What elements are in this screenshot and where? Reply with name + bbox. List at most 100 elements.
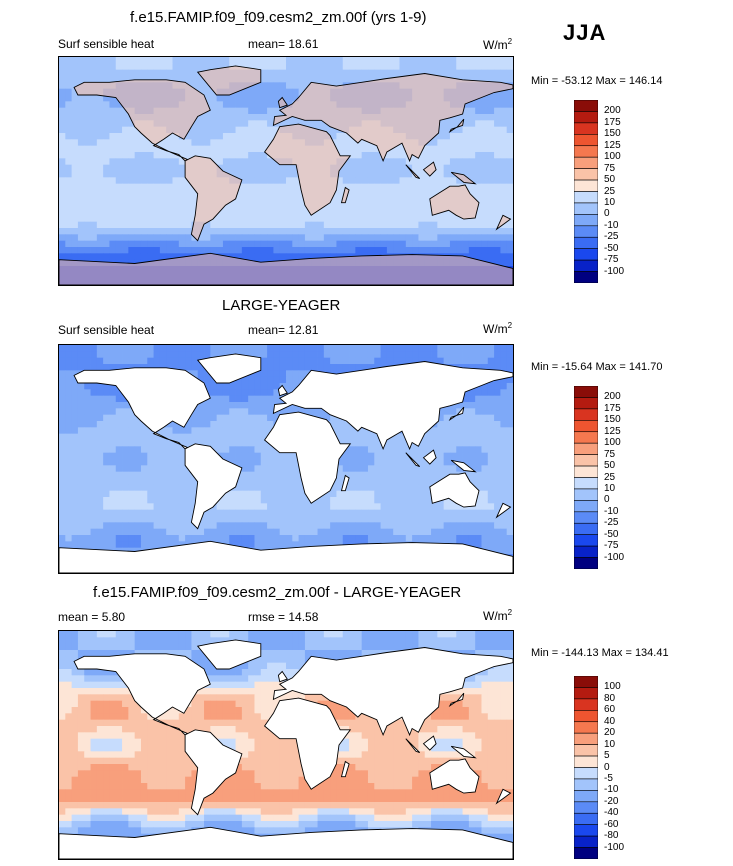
field-cell — [462, 57, 470, 64]
field-cell — [90, 57, 98, 64]
field-cell — [273, 76, 281, 83]
field-cell — [292, 63, 300, 71]
field-cell — [462, 421, 470, 428]
field-cell — [349, 364, 356, 371]
field-cell — [140, 240, 148, 248]
field-cell — [222, 133, 230, 140]
field-cell — [286, 376, 293, 384]
field-cell — [500, 364, 508, 371]
field-cell — [71, 509, 79, 517]
field-cell — [159, 452, 167, 460]
field-cell — [210, 152, 218, 159]
field-cell — [336, 190, 344, 197]
field-cell — [153, 145, 161, 153]
field-cell — [77, 196, 85, 204]
field-cell — [393, 63, 400, 71]
field-cell — [103, 63, 110, 71]
field-cell — [405, 247, 413, 254]
field-cell — [96, 484, 104, 492]
field-cell — [71, 88, 79, 96]
field-cell — [229, 240, 236, 248]
field-cell — [191, 190, 199, 197]
field-cell — [267, 414, 274, 422]
field-cell — [431, 69, 438, 77]
field-cell — [336, 57, 344, 64]
field-cell — [96, 177, 104, 185]
field-cell — [59, 452, 66, 460]
field-cell — [197, 345, 205, 352]
field-cell — [424, 535, 432, 542]
field-cell — [254, 351, 262, 359]
field-cell — [77, 433, 85, 441]
field-cell — [90, 357, 98, 365]
field-cell — [204, 402, 211, 409]
field-cell — [77, 69, 85, 77]
field-cell — [222, 516, 230, 523]
field-cell — [128, 139, 136, 147]
field-cell — [311, 364, 318, 371]
field-cell — [424, 528, 432, 536]
field-cell — [449, 234, 457, 242]
field-cell — [355, 351, 363, 359]
field-cell — [153, 503, 161, 511]
field-cell — [342, 228, 350, 235]
field-cell — [330, 234, 337, 242]
field-cell — [424, 177, 432, 185]
field-cell — [437, 408, 445, 416]
field-cell — [386, 516, 394, 523]
field-cell — [248, 221, 255, 229]
field-cell — [178, 364, 186, 371]
field-cell — [103, 247, 110, 254]
field-cell — [241, 408, 249, 416]
field-cell — [134, 516, 142, 523]
field-cell — [418, 152, 426, 159]
field-cell — [71, 522, 79, 530]
field-cell — [128, 535, 136, 542]
field-cell — [494, 509, 501, 517]
field-cell — [90, 152, 98, 159]
field-cell — [342, 171, 350, 178]
field-cell — [355, 171, 363, 178]
field-cell — [374, 528, 381, 536]
field-cell — [59, 63, 66, 71]
field-cell — [248, 107, 255, 115]
field-cell — [279, 478, 287, 485]
field-cell — [216, 408, 224, 416]
field-cell — [178, 465, 186, 473]
field-cell — [59, 497, 66, 504]
field-cell — [216, 120, 224, 128]
field-cell — [260, 228, 268, 235]
field-cell — [248, 478, 255, 485]
field-cell — [84, 471, 91, 479]
field-cell — [367, 152, 375, 159]
field-cell — [418, 478, 426, 485]
field-cell — [393, 152, 400, 159]
field-cell — [59, 152, 66, 159]
field-cell — [59, 471, 66, 479]
field-cell — [159, 209, 167, 216]
field-cell — [128, 452, 136, 460]
field-cell — [254, 427, 262, 435]
field-cell — [235, 395, 243, 403]
field-cell — [77, 209, 85, 216]
field-cell — [361, 440, 369, 447]
field-cell — [500, 541, 508, 549]
field-cell — [349, 503, 356, 511]
field-cell — [487, 414, 495, 422]
field-cell — [172, 76, 180, 83]
field-cell — [172, 541, 180, 549]
field-cell — [456, 503, 463, 511]
field-cell — [254, 114, 262, 121]
field-cell — [77, 221, 85, 229]
field-cell — [109, 446, 117, 454]
field-cell — [279, 357, 287, 365]
field-cell — [399, 183, 407, 191]
field-cell — [386, 202, 394, 210]
field-cell — [367, 528, 375, 536]
field-cell — [65, 221, 73, 229]
field-cell — [431, 183, 438, 191]
field-cell — [153, 177, 161, 185]
field-cell — [96, 509, 104, 517]
field-cell — [330, 253, 337, 261]
field-cell — [59, 139, 66, 147]
